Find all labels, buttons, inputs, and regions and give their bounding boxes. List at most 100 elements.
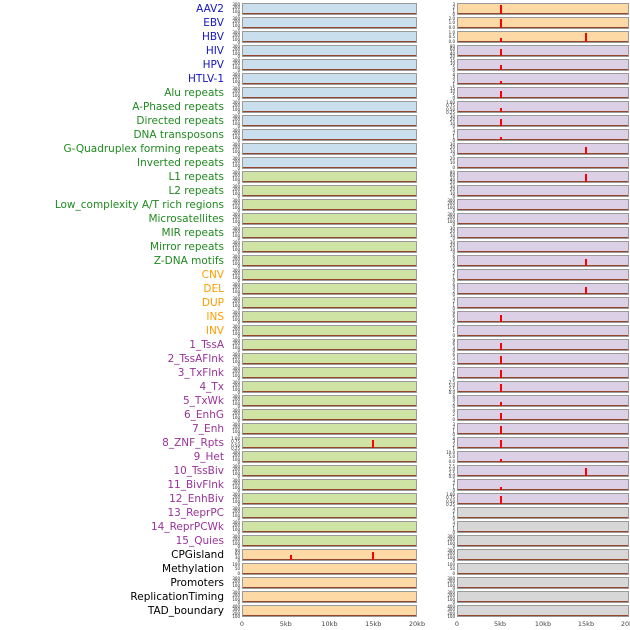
row-label: 14_ReprPCWk bbox=[150, 520, 224, 533]
yaxis-tick-label: 7.5 bbox=[448, 464, 455, 469]
yaxis-tick-label: 300 bbox=[232, 296, 240, 301]
yaxis-tick-label: 10 bbox=[449, 148, 455, 154]
row-label: 1_TssA bbox=[189, 338, 224, 351]
yaxis-tick-label: 300 bbox=[232, 324, 240, 329]
yaxis-tick-label: 0 bbox=[237, 250, 240, 254]
left-yaxis-ticks: 300 200 100 0 bbox=[230, 310, 242, 324]
signal-spike bbox=[499, 81, 502, 84]
yaxis-tick-label: 100 bbox=[232, 22, 240, 28]
yaxis-tick-label: 0 bbox=[237, 12, 240, 16]
yaxis-tick-label: 10 bbox=[449, 160, 455, 166]
left-signal-panel bbox=[242, 311, 417, 323]
yaxis-tick-label: 0 bbox=[452, 530, 455, 534]
left-yaxis-ticks: 300 200 100 0 bbox=[230, 338, 242, 352]
yaxis-tick-label: 0 bbox=[452, 250, 455, 254]
yaxis-tick-label: 0.75 bbox=[446, 495, 455, 501]
yaxis-tick-label: 0.75 bbox=[446, 103, 455, 109]
yaxis-tick-label: 0 bbox=[237, 222, 240, 226]
yaxis-tick-label: 10 bbox=[449, 190, 455, 196]
baseline-trace bbox=[458, 601, 628, 602]
x-axis-left: 0 5kb 10kb 15kb 20kb bbox=[240, 618, 425, 630]
right-yaxis-ticks: 2.0 1.0 0.0 bbox=[417, 16, 457, 30]
right-signal-panel bbox=[457, 101, 629, 113]
left-signal-panel bbox=[242, 143, 417, 155]
left-signal-panel bbox=[242, 465, 417, 477]
yaxis-tick-label: 100 bbox=[232, 582, 240, 588]
yaxis-tick-label: 300 bbox=[232, 366, 240, 371]
left-yaxis-ticks: 300 200 100 0 bbox=[230, 450, 242, 464]
yaxis-tick-label: 100 bbox=[447, 582, 455, 588]
right-signal-panel bbox=[457, 297, 629, 309]
yaxis-tick-label: 200 bbox=[232, 271, 240, 277]
baseline-trace bbox=[458, 559, 628, 560]
yaxis-tick-label: 100 bbox=[447, 204, 455, 210]
yaxis-tick-label: 1 bbox=[452, 446, 455, 450]
yaxis-tick-label: 60 bbox=[234, 551, 240, 557]
yaxis-tick-label: 0 bbox=[237, 390, 240, 394]
right-signal-panel bbox=[457, 479, 629, 491]
yaxis-tick-label: 200 bbox=[232, 355, 240, 361]
signal-spike bbox=[499, 119, 502, 126]
yaxis-tick-label: 1.0 bbox=[448, 30, 455, 35]
baseline-trace bbox=[243, 251, 416, 252]
yaxis-tick-label: 0 bbox=[452, 586, 455, 590]
yaxis-tick-label: 10.0 bbox=[446, 450, 455, 455]
yaxis-tick-label: 0.0 bbox=[448, 390, 455, 394]
yaxis-tick-label: 3 bbox=[452, 356, 455, 362]
baseline-trace bbox=[458, 41, 628, 42]
yaxis-tick-label: 300 bbox=[232, 310, 240, 315]
left-yaxis-ticks: 300 200 100 0 bbox=[230, 394, 242, 408]
baseline-trace bbox=[243, 559, 416, 560]
right-signal-panel bbox=[457, 269, 629, 281]
yaxis-tick-label: 6 bbox=[452, 254, 455, 259]
baseline-trace bbox=[243, 167, 416, 168]
yaxis-tick-label: 15 bbox=[449, 58, 455, 63]
yaxis-tick-label: 300 bbox=[232, 30, 240, 35]
left-signal-panel bbox=[242, 31, 417, 43]
signal-spike bbox=[499, 5, 502, 14]
yaxis-tick-label: 200 bbox=[232, 341, 240, 347]
left-yaxis-ticks: 1.00 0.75 0.50 0.25 bbox=[230, 436, 242, 450]
left-yaxis-ticks: 300 200 100 0 bbox=[230, 366, 242, 380]
yaxis-tick-label: 2 bbox=[452, 78, 455, 84]
left-yaxis-ticks: 300 200 100 0 bbox=[230, 72, 242, 86]
baseline-trace bbox=[458, 503, 628, 504]
yaxis-tick-label: 300 bbox=[232, 128, 240, 133]
yaxis-tick-label: 200 bbox=[232, 33, 240, 39]
right-signal-panel bbox=[457, 353, 629, 365]
baseline-trace bbox=[243, 433, 416, 434]
yaxis-tick-label: 300 bbox=[232, 240, 240, 245]
yaxis-tick-label: 2 bbox=[452, 425, 455, 431]
yaxis-tick-label: 7.5 bbox=[448, 380, 455, 385]
yaxis-tick-label: 0.25 bbox=[446, 110, 455, 114]
yaxis-tick-label: 200 bbox=[447, 201, 455, 207]
left-yaxis-ticks: 400 300 200 100 bbox=[230, 604, 242, 618]
yaxis-tick-label: 50 bbox=[449, 566, 455, 572]
left-signal-panel bbox=[242, 269, 417, 281]
row-label: L2 repeats bbox=[168, 184, 224, 197]
track-row: HPV 300 200 100 0 15 10 5 0 bbox=[0, 58, 630, 72]
track-row: Mirror repeats 300 200 100 0 30 20 10 0 bbox=[0, 240, 630, 254]
yaxis-tick-label: 0 bbox=[237, 306, 240, 310]
right-signal-panel bbox=[457, 325, 629, 337]
row-label: 15_Quies bbox=[175, 534, 224, 547]
left-signal-panel bbox=[242, 451, 417, 463]
row-label: DEL bbox=[203, 282, 224, 295]
left-yaxis-ticks: 300 200 100 0 bbox=[230, 254, 242, 268]
yaxis-tick-label: 0 bbox=[237, 208, 240, 212]
yaxis-tick-label: 1 bbox=[452, 8, 455, 14]
yaxis-tick-label: 4 bbox=[452, 408, 455, 413]
signal-spike bbox=[499, 413, 502, 420]
yaxis-tick-label: 200 bbox=[232, 383, 240, 389]
track-row: INS 300 200 100 0 9 6 3 0 bbox=[0, 310, 630, 324]
left-signal-panel bbox=[242, 101, 417, 113]
yaxis-tick-label: 300 bbox=[232, 352, 240, 357]
yaxis-tick-label: 200 bbox=[232, 75, 240, 81]
yaxis-tick-label: 0 bbox=[237, 82, 240, 86]
signal-spike bbox=[584, 287, 587, 294]
yaxis-tick-label: 200 bbox=[232, 369, 240, 375]
right-signal-panel bbox=[457, 31, 629, 43]
